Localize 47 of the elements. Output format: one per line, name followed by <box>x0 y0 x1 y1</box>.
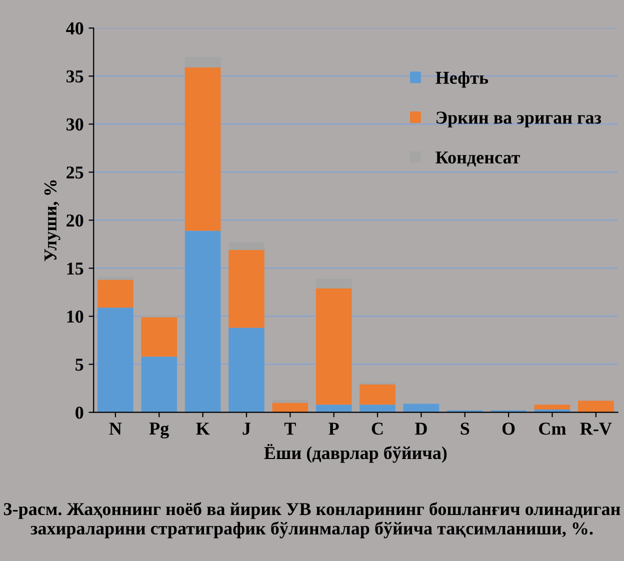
y-tick-label: 0 <box>76 406 84 419</box>
bar <box>360 404 396 412</box>
x-axis-title: Ёши (даврлар бўйича) <box>264 444 447 463</box>
x-tick-label: S <box>460 422 470 435</box>
y-tick-label: 30 <box>66 118 84 131</box>
bar <box>98 308 134 412</box>
x-tick-label: Cm <box>539 422 566 435</box>
y-tick-label: 5 <box>76 358 84 371</box>
y-axis-title: Улуши, % <box>44 180 60 262</box>
bar <box>141 317 178 357</box>
x-tick-label: O <box>502 422 515 435</box>
bar <box>316 404 352 412</box>
bar <box>360 384 396 405</box>
bar <box>272 402 308 412</box>
bar <box>184 56 221 68</box>
text: 3-расм. Жаҳоннинг ноёб ва йирик УВ конларининг бошланғич олинадиган захираларини стратиграфик бўлинмалар бўйича тақсимланиши, %. <box>4 502 620 538</box>
y-tick-label: 15 <box>67 262 84 275</box>
bar <box>316 278 352 288</box>
bar <box>228 242 264 250</box>
y-tick-label: 35 <box>66 70 84 83</box>
y-tick-label: 40 <box>66 22 84 34</box>
x-tick-label: D <box>415 422 427 435</box>
bar <box>228 250 264 328</box>
x-tick-label: K <box>196 422 210 435</box>
x-tick-label: C <box>372 422 383 435</box>
bar <box>403 404 440 412</box>
bar <box>184 67 221 231</box>
bar <box>316 288 352 405</box>
legend-label: Конденсат <box>436 152 520 167</box>
x-tick-label: N <box>109 422 122 435</box>
y-tick-label: 10 <box>67 310 84 323</box>
bar <box>578 400 614 412</box>
bar <box>228 328 264 412</box>
bar <box>534 404 570 410</box>
x-tick-label: Pg <box>149 422 169 438</box>
x-tick-label: P <box>328 422 339 435</box>
x-tick-label: T <box>284 422 296 435</box>
bar <box>184 230 221 412</box>
legend-label: Нефть <box>436 71 488 88</box>
bar <box>98 276 134 280</box>
y-tick-label: 25 <box>66 166 84 179</box>
x-tick-label: J <box>242 422 250 435</box>
bar <box>141 356 178 412</box>
x-tick-label: R-V <box>580 422 612 435</box>
legend-label: Эркин ва эриган газ <box>436 112 602 128</box>
bar <box>98 280 134 308</box>
y-tick-label: 20 <box>66 214 84 227</box>
